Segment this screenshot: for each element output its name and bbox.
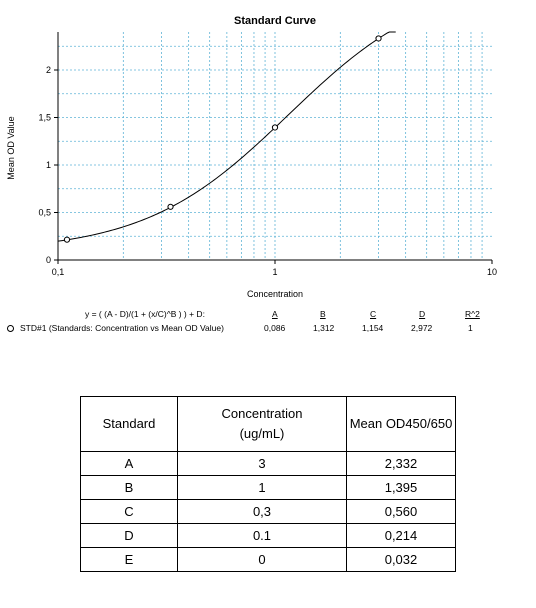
header-concentration: Concentration (ug/mL) <box>177 396 347 452</box>
fit-value-c: 1,154 <box>362 323 384 333</box>
table-row: A 3 2,332 <box>80 451 456 476</box>
table-row: C 0,3 0,560 <box>80 499 456 524</box>
cell-concentration: 0 <box>177 547 347 572</box>
data-point <box>375 35 382 42</box>
chart-title: Standard Curve <box>234 15 316 27</box>
fit-curve-line <box>57 31 396 242</box>
fit-equation: y = ( (A - D)/(1 + (x/C)^B ) ) + D: <box>85 309 205 319</box>
cell-mean-od: 0,214 <box>346 523 456 548</box>
cell-standard: C <box>80 499 178 524</box>
cell-concentration: 3 <box>177 451 347 476</box>
cell-standard: D <box>80 523 178 548</box>
fit-header-r2: R^2 <box>465 309 480 319</box>
data-point <box>63 236 71 243</box>
cell-concentration: 0,3 <box>177 499 347 524</box>
cell-standard: A <box>80 451 178 476</box>
legend-series-name: STD#1 (Standards: Concentration vs Mean … <box>20 323 224 333</box>
y-tick-label: 2 <box>46 65 51 75</box>
data-point <box>167 203 174 210</box>
fit-equation-row: y = ( (A - D)/(1 + (x/C)^B ) ) + D: A B … <box>0 309 536 321</box>
y-tick-label: 1,5 <box>38 113 51 123</box>
fit-header-d: D <box>419 309 426 319</box>
fit-value-b: 1,312 <box>313 323 335 333</box>
header-mean-od: Mean OD450/650 <box>346 396 456 452</box>
chart-ticks: 0,1 1 10 0 0,5 1 1,5 2 <box>38 65 497 277</box>
y-tick-label: 1 <box>46 160 51 170</box>
fit-header-c: C <box>370 309 377 319</box>
cell-concentration: 0.1 <box>177 523 347 548</box>
fit-header-b: B <box>320 309 326 319</box>
header-standard: Standard <box>80 396 178 452</box>
x-tick-label: 10 <box>487 267 497 277</box>
x-axis-label: Concentration <box>247 289 303 299</box>
x-tick-label: 1 <box>272 267 277 277</box>
fit-values-row: STD#1 (Standards: Concentration vs Mean … <box>0 323 536 335</box>
cell-standard: B <box>80 475 178 500</box>
data-points <box>63 35 382 243</box>
fit-value-d: 2,972 <box>411 323 433 333</box>
standard-curve-chart: Standard Curve 0,1 1 10 0 0,5 1 1,5 2 Concentra… <box>6 15 497 299</box>
fit-value-r2: 1 <box>468 323 473 333</box>
y-tick-label: 0,5 <box>38 208 51 218</box>
table-row: E 0 0,032 <box>80 547 456 572</box>
cell-standard: E <box>80 547 178 572</box>
x-tick-label: 0,1 <box>52 267 65 277</box>
fit-header-a: A <box>272 309 278 319</box>
table-header-row: Standard Concentration (ug/mL) Mean OD45… <box>80 396 456 452</box>
y-axis-label: Mean OD Value <box>6 116 16 179</box>
standards-table: Standard Concentration (ug/mL) Mean OD45… <box>80 396 456 572</box>
y-tick-label: 0 <box>46 255 51 265</box>
table-row: D 0.1 0,214 <box>80 523 456 548</box>
data-point <box>271 124 279 131</box>
table-row: B 1 1,395 <box>80 475 456 500</box>
fit-value-a: 0,086 <box>264 323 286 333</box>
cell-mean-od: 0,032 <box>346 547 456 572</box>
legend-circle-marker <box>7 325 14 332</box>
chart-grid <box>58 32 492 260</box>
cell-mean-od: 0,560 <box>346 499 456 524</box>
cell-concentration: 1 <box>177 475 347 500</box>
cell-mean-od: 1,395 <box>346 475 456 500</box>
cell-mean-od: 2,332 <box>346 451 456 476</box>
